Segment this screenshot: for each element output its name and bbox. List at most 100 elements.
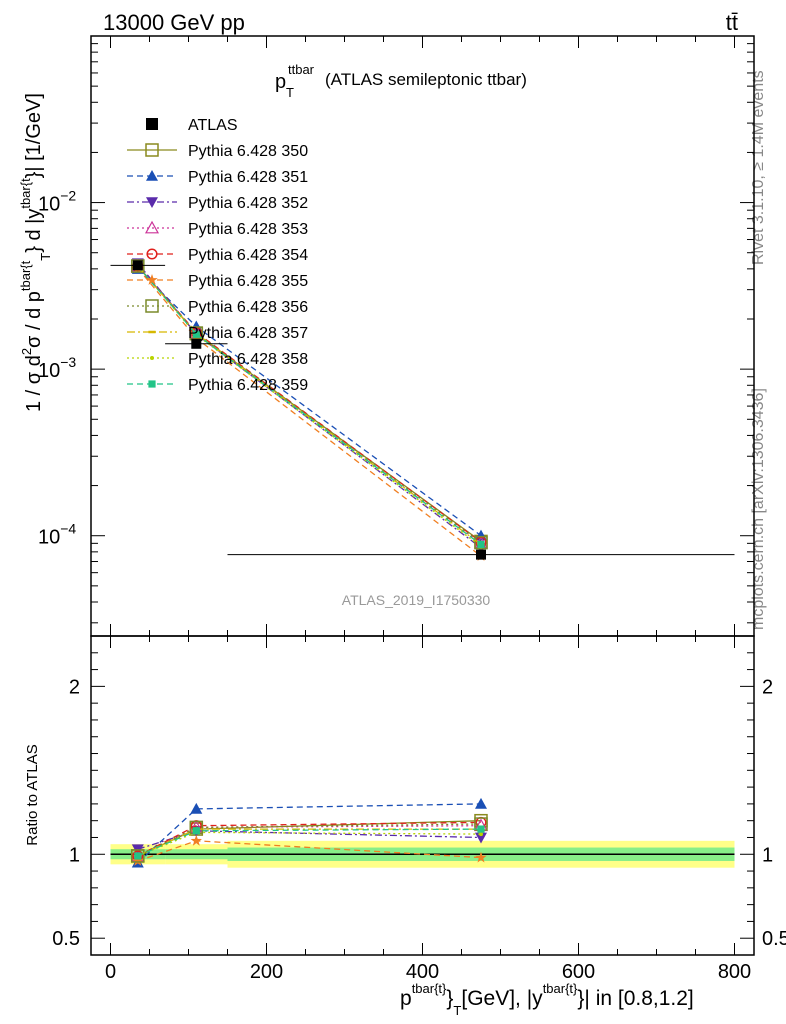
y-tick-label: 10−3 — [38, 354, 76, 382]
legend-marker — [145, 143, 159, 157]
legend-label: Pythia 6.428 351 — [188, 169, 308, 186]
atlas-point — [191, 338, 202, 349]
legend-entry-6: Pythia 6.428 355 — [127, 273, 308, 290]
series-point — [477, 540, 485, 549]
process-label: tt̄ — [726, 10, 738, 35]
xlabel-part-b: } — [446, 987, 453, 1010]
xlabel-part-c: [GeV], |y — [461, 987, 543, 1010]
legend-marker — [146, 197, 158, 208]
legend-entry-4: Pythia 6.428 353 — [127, 220, 308, 238]
series-main-5 — [132, 260, 487, 548]
ratio-y-tick-label-right: 0.5 — [762, 928, 786, 950]
legend-label: Pythia 6.428 353 — [188, 221, 308, 238]
y-tick-exponent: −4 — [60, 521, 76, 537]
xlabel-sup-c: tbar{t} — [543, 981, 578, 996]
legend-label: Pythia 6.428 359 — [188, 377, 308, 394]
plot-title: p T ttbar (ATLAS semileptonic ttbar) — [275, 62, 527, 100]
ratio-point — [475, 832, 487, 844]
legend-label: Pythia 6.428 352 — [188, 195, 308, 212]
xlabel-sub-b: T — [453, 1003, 461, 1018]
main-y-axis-label: 1 / σ d2σ / d ptbar{tT} d |ytbar{t}| [1/… — [18, 93, 53, 412]
svg-text:ptbar{t}}T[GeV], |ytbar{t}}| i: ptbar{t}}T[GeV], |ytbar{t}}| in [0.8,1.2… — [400, 981, 694, 1018]
atlas-point — [476, 549, 486, 560]
legend-marker — [146, 170, 158, 181]
xlabel-sup-a: tbar{t} — [412, 981, 447, 996]
ratio-y-tick-label-right: 2 — [762, 676, 773, 698]
legend: ATLAS Pythia 6.428 350 Pythia 6.428 351 Pyt… — [127, 117, 308, 394]
ratio-point — [134, 852, 142, 860]
y-tick-base: 10 — [38, 527, 60, 549]
ratio-y-tick-label: 1 — [69, 844, 80, 866]
ratio-uncertainty-bands — [110, 840, 735, 868]
title-sub: T — [286, 85, 294, 100]
legend-label: Pythia 6.428 354 — [188, 247, 308, 264]
ylabel-sup-a: 2 — [19, 348, 34, 355]
legend-entry-3: Pythia 6.428 352 — [127, 195, 308, 212]
ylabel-sup-b: tbar{t — [18, 260, 33, 291]
series-point — [192, 330, 200, 338]
series-line — [137, 265, 482, 546]
series-point — [131, 259, 145, 273]
title-sup: ttbar — [288, 62, 315, 77]
series-main-4 — [130, 258, 489, 549]
legend-entry-2: Pythia 6.428 351 — [127, 169, 308, 186]
legend-entry-7: Pythia 6.428 356 — [127, 299, 308, 316]
ylabel-part-d: }| [1/GeV] — [23, 93, 45, 178]
atlas-data — [110, 260, 735, 560]
ratio-point — [190, 802, 203, 814]
x-axis-label: ptbar{t}}T[GeV], |ytbar{t}}| in [0.8,1.2… — [400, 981, 694, 1018]
y-tick-exponent: −3 — [60, 354, 76, 370]
series-ratio-6 — [132, 834, 487, 866]
xlabel-part-d: }| in [0.8,1.2] — [577, 987, 693, 1010]
ylabel-sub-b: T — [38, 253, 53, 261]
y-tick-base: 10 — [38, 194, 60, 216]
ratio-point — [131, 849, 145, 863]
y-tick-label: 10−2 — [38, 188, 76, 216]
legend-entry-atlas: ATLAS — [146, 117, 238, 134]
xlabel-part-a: p — [400, 987, 412, 1010]
ylabel-part-b: σ / d p — [23, 291, 45, 348]
ratio-y-tick-label: 2 — [69, 676, 80, 698]
ratio-point — [477, 825, 485, 833]
ylabel-sup-c: tbar{t — [18, 178, 33, 209]
ratio-y-axis-label: Ratio to ATLAS — [24, 744, 41, 845]
legend-label: Pythia 6.428 358 — [188, 351, 308, 368]
x-tick-label: 600 — [562, 961, 595, 983]
ratio-point — [475, 851, 487, 863]
analysis-watermark: ATLAS_2019_I1750330 — [342, 592, 491, 608]
mcplots-label: mcplots.cern.ch [arXiv:1306.3436] — [750, 388, 767, 630]
y-tick-base: 10 — [38, 360, 60, 382]
x-tick-label: 0 — [105, 961, 116, 983]
series-ratio-10 — [134, 825, 485, 860]
legend-label: ATLAS — [188, 117, 238, 134]
legend-label: Pythia 6.428 350 — [188, 143, 308, 160]
series-main-7 — [131, 259, 488, 550]
legend-entry-8: Pythia 6.428 357 — [127, 325, 308, 342]
ylabel-part-a: 1 / σ d — [23, 355, 45, 412]
series-main-1 — [131, 259, 488, 549]
ratio-point — [132, 855, 144, 866]
series-main-8 — [134, 264, 485, 546]
ratio-y-tick-label: 0.5 — [52, 928, 80, 950]
series-point — [474, 535, 488, 550]
legend-entry-1: Pythia 6.428 350 — [127, 143, 308, 160]
legend-entry-9: Pythia 6.428 358 — [127, 351, 308, 368]
series-main-2 — [131, 263, 487, 541]
x-tick-label: 200 — [250, 961, 283, 983]
ratio-point — [190, 834, 202, 846]
legend-marker — [145, 299, 159, 313]
ylabel-part-c: } d |y — [23, 209, 45, 253]
ratio-y-tick-label-right: 1 — [762, 844, 773, 866]
series-main-6 — [132, 262, 487, 561]
title-rest: (ATLAS semileptonic ttbar) — [325, 70, 527, 89]
y-tick-exponent: −2 — [60, 188, 76, 204]
legend-marker — [146, 248, 158, 260]
legend-marker — [146, 118, 158, 130]
main-panel-series — [110, 258, 735, 561]
ratio-point — [479, 832, 483, 837]
ratio-panel-series — [130, 797, 489, 868]
rivet-label: Rivet 3.1.10, ≥ 1.4M events — [750, 70, 767, 265]
legend-marker — [146, 274, 158, 285]
ratio-point — [192, 827, 200, 835]
